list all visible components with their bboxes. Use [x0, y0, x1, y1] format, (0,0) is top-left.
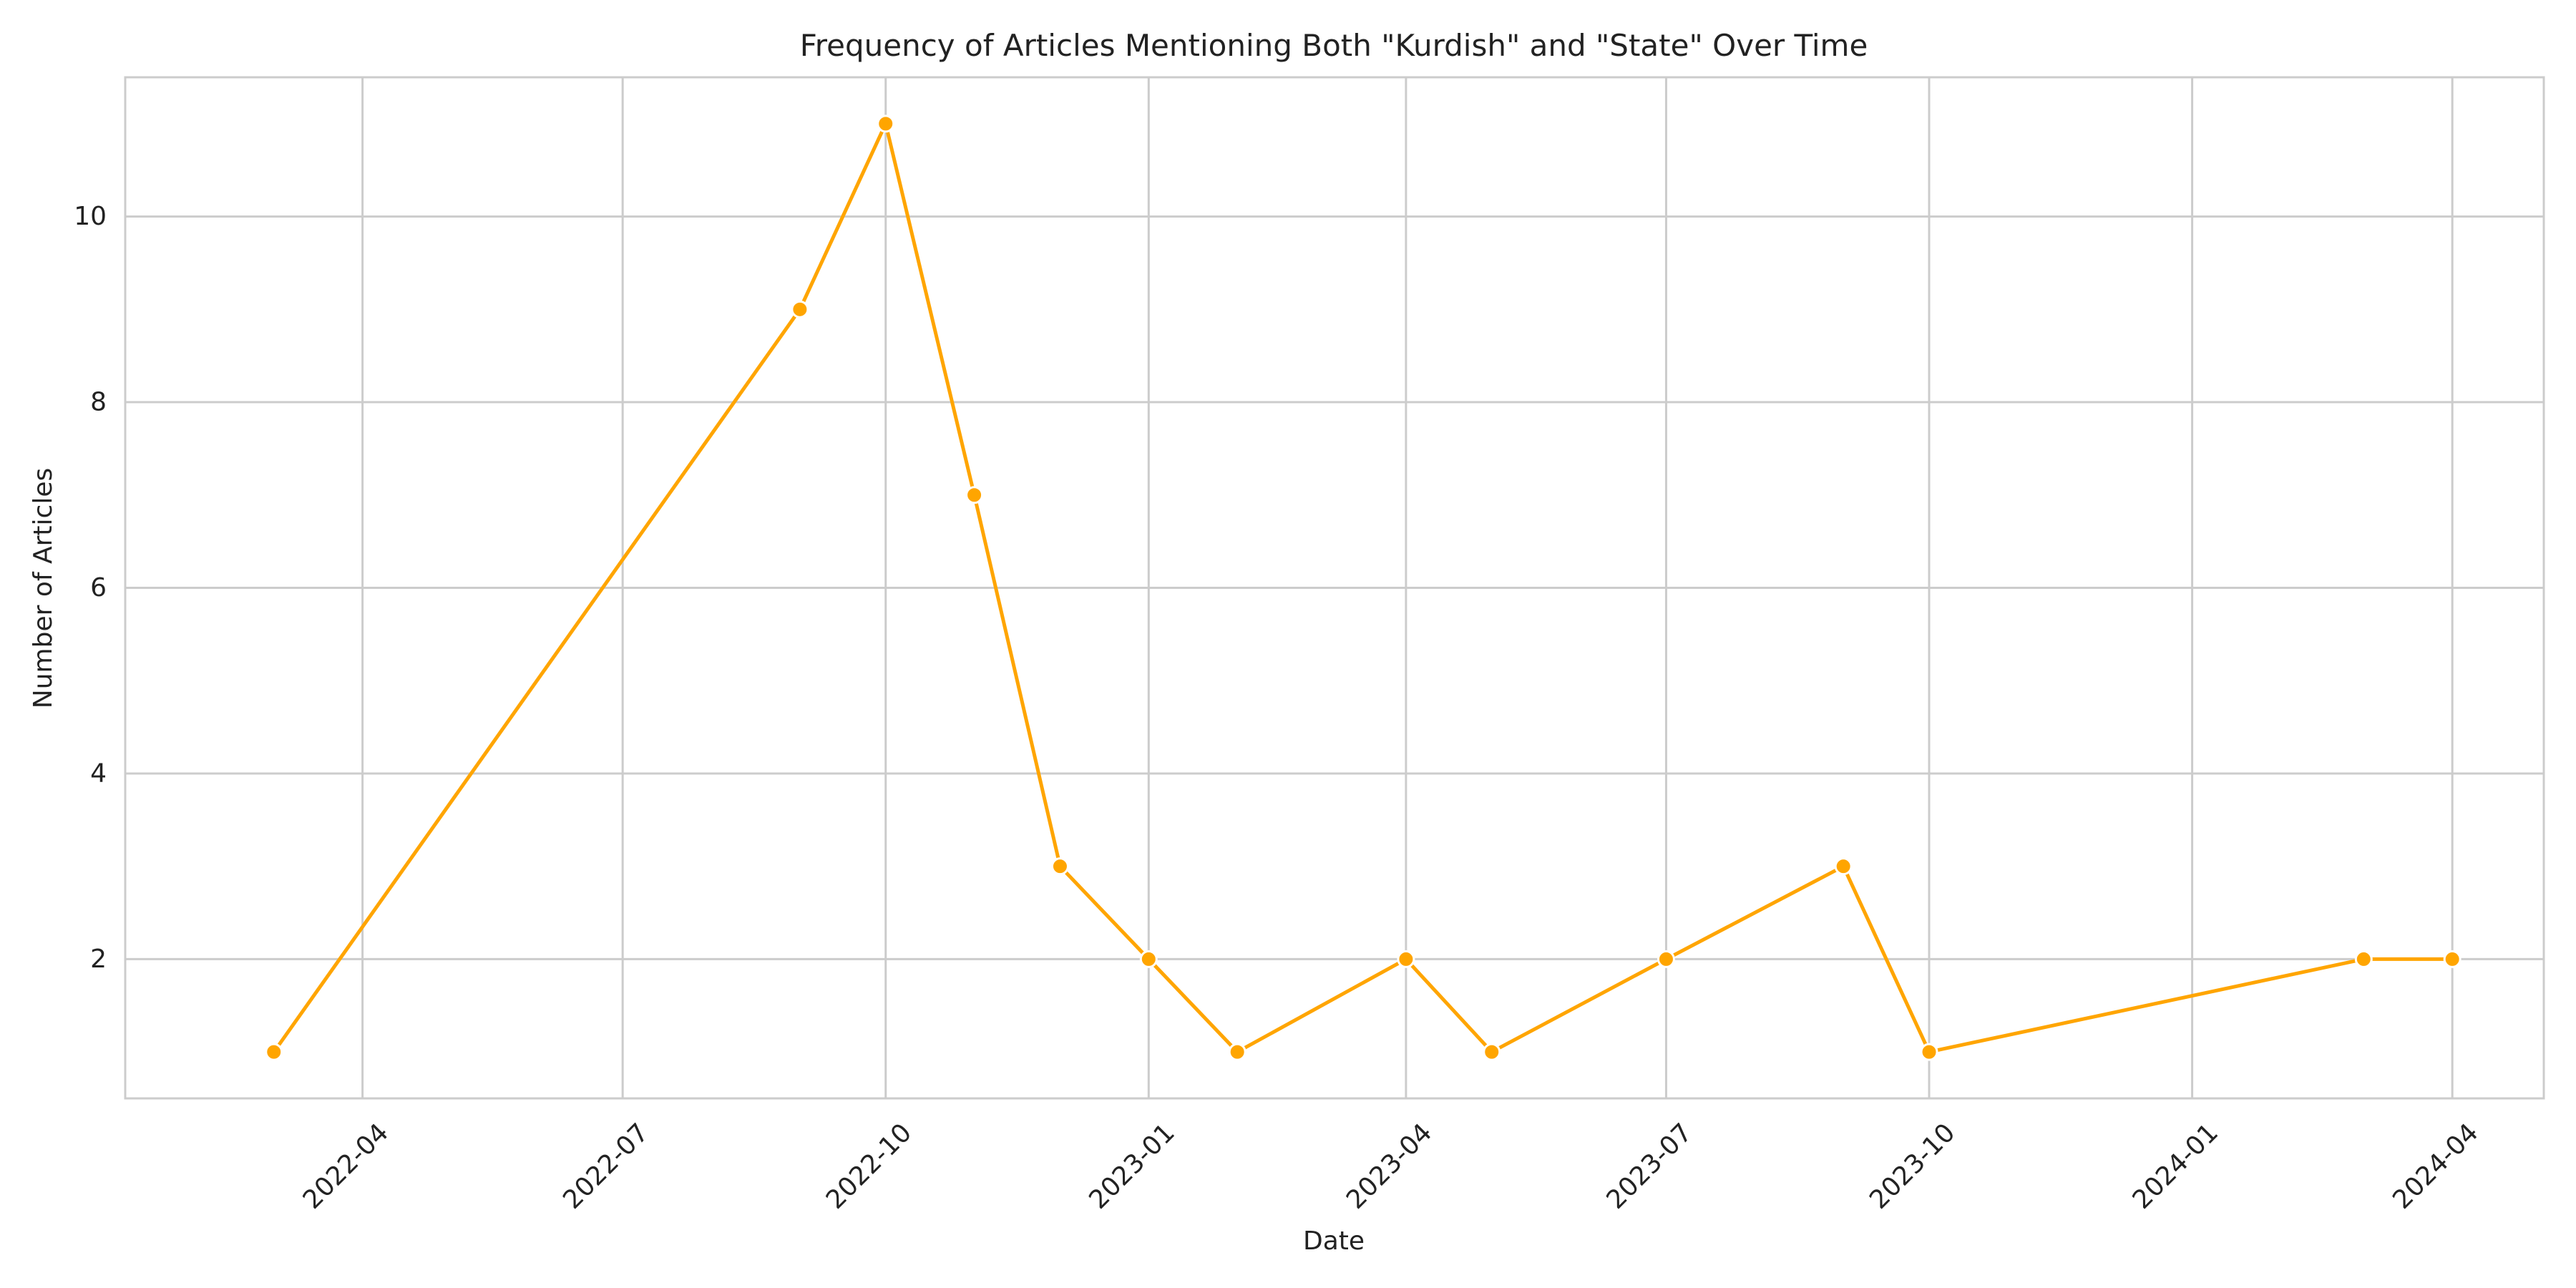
data-point: [1228, 1043, 1246, 1061]
chart-title: Frequency of Articles Mentioning Both "K…: [800, 28, 1868, 63]
grid-layer: [125, 77, 2544, 1098]
data-point: [1834, 857, 1853, 876]
data-point: [877, 114, 895, 133]
data-point: [2443, 950, 2462, 968]
y-axis-label: Number of Articles: [29, 468, 58, 708]
y-tick-label: 8: [90, 388, 107, 417]
data-point: [1920, 1043, 1938, 1061]
data-point: [1483, 1043, 1501, 1061]
x-axis-label: Date: [1303, 1226, 1365, 1256]
data-point: [1657, 950, 1675, 968]
data-point: [791, 300, 809, 318]
y-tick-label: 10: [74, 202, 107, 231]
series-line: [272, 122, 2454, 1054]
data-point: [1139, 950, 1158, 968]
plot-frame: [124, 76, 2545, 1100]
y-tick-labels: 2 4 6 8 10: [74, 202, 107, 974]
data-point: [1397, 950, 1415, 968]
data-point: [965, 486, 984, 504]
series-layer: [265, 114, 2462, 1061]
y-tick-label: 4: [90, 758, 107, 788]
data-point: [1050, 857, 1069, 876]
data-point: [2354, 950, 2373, 968]
y-tick-label: 6: [90, 573, 107, 602]
y-tick-label: 2: [90, 945, 107, 974]
data-point: [265, 1043, 283, 1061]
